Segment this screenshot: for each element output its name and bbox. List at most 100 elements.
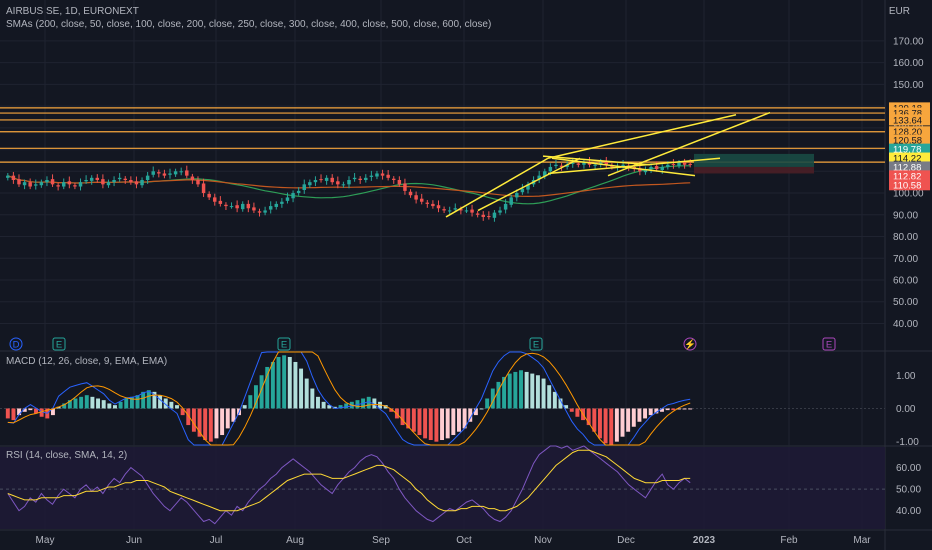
time-axis[interactable]: May Jun Jul Aug Sep Oct Nov Dec 2023 Feb Mar	[36, 535, 872, 546]
rsi-legend[interactable]: RSI (14, close, SMA, 14, 2)	[6, 450, 128, 461]
price-pane[interactable]: D E E E ⚡ E	[0, 107, 885, 351]
macd-histogram-bar	[163, 398, 168, 409]
price-tag	[889, 170, 930, 182]
candle-body	[224, 204, 228, 207]
candle-body	[470, 209, 474, 213]
macd-histogram-bar	[676, 408, 681, 410]
time-tick-label: Mar	[853, 535, 871, 546]
candle-body	[666, 164, 670, 167]
candle-body	[498, 210, 502, 213]
candle-body	[324, 177, 329, 181]
candle-body	[308, 182, 312, 186]
candle-body	[649, 166, 653, 170]
candle-body	[95, 177, 100, 180]
event-marker-label: ⚡	[684, 339, 696, 351]
price-axis[interactable]: 170.00160.00150.00140.00130.00120.00110.…	[889, 36, 930, 517]
macd-histogram-bar	[344, 403, 349, 409]
macd-histogram-bar	[530, 373, 535, 409]
macd-histogram-bar	[671, 408, 676, 411]
rsi-line	[7, 445, 691, 525]
macd-histogram-bar	[462, 408, 467, 429]
candle-body	[565, 164, 569, 167]
candle-body	[554, 164, 558, 167]
macd-histogram-bar	[225, 408, 230, 429]
candle-body	[392, 178, 396, 180]
channel-drawing-line	[551, 157, 696, 177]
candle-body	[162, 173, 167, 176]
candle-body	[654, 166, 659, 170]
event-marker-label: E	[533, 340, 539, 351]
macd-histogram-bar	[564, 405, 569, 409]
candle-body	[185, 170, 189, 176]
macd-legend[interactable]: MACD (12, 26, close, 9, EMA, EMA)	[6, 356, 168, 367]
macd-tick-label: 1.00	[896, 371, 916, 382]
macd-histogram-bar	[304, 378, 309, 409]
macd-pane[interactable]	[0, 351, 885, 446]
price-tick-label: 60.00	[893, 276, 918, 287]
price-tag-label: 119.78	[893, 145, 921, 156]
candle-body	[610, 165, 614, 167]
macd-histogram-bar	[400, 408, 405, 426]
candle-body	[509, 197, 513, 205]
price-tag-label: 112.88	[893, 162, 921, 173]
macd-histogram-bar	[575, 408, 580, 417]
macd-histogram-bar	[665, 408, 670, 411]
position-stop-box	[694, 166, 814, 174]
macd-histogram-bar	[479, 408, 484, 410]
price-tick-label: 70.00	[893, 254, 918, 265]
symbol-legend[interactable]: AIRBUS SE, 1D, EURONEXT	[6, 6, 139, 17]
macd-histogram-bar	[56, 406, 61, 409]
price-tag-label: 120.58	[893, 136, 922, 147]
candle-body	[145, 175, 150, 180]
macd-histogram-bar	[682, 408, 687, 410]
sma-legend[interactable]: SMAs (200, close, 50, close, 100, close,…	[6, 19, 492, 30]
macd-histogram-bar	[169, 401, 174, 409]
candle-body	[280, 201, 284, 204]
candle-body	[140, 180, 144, 186]
candle-body	[106, 182, 111, 186]
macd-histogram-bar	[428, 408, 433, 441]
macd-histogram-bar	[434, 408, 439, 442]
candle-body	[688, 163, 692, 165]
candle-body	[364, 177, 368, 180]
macd-histogram-bar	[248, 395, 253, 409]
candle-body	[168, 173, 172, 175]
time-tick-label: Sep	[372, 535, 390, 546]
macd-histogram-bar	[541, 378, 546, 409]
candle-body	[61, 182, 66, 187]
macd-histogram-bar	[513, 371, 518, 409]
price-tick-label: 170.00	[893, 36, 924, 47]
price-tick-label: 50.00	[893, 297, 918, 308]
candle-body	[419, 198, 424, 202]
channel-drawing-line	[607, 111, 771, 177]
macd-histogram-bar	[524, 371, 529, 409]
macd-histogram-bar	[648, 408, 653, 416]
macd-histogram-bar	[287, 356, 292, 409]
macd-histogram-bar	[180, 408, 185, 416]
candle-body	[157, 172, 161, 174]
macd-histogram-bar	[186, 408, 191, 426]
price-tick-label: 90.00	[893, 210, 918, 221]
candle-body	[39, 182, 44, 186]
macd-histogram-bar	[451, 408, 456, 436]
candle-body	[604, 161, 609, 165]
rsi-pane[interactable]	[0, 445, 885, 529]
macd-histogram-bar	[372, 398, 377, 409]
macd-histogram-bar	[253, 385, 258, 409]
candle-body	[73, 185, 77, 187]
candle-body	[28, 182, 32, 187]
macd-histogram-bar	[547, 385, 552, 409]
macd-histogram-bar	[620, 408, 625, 437]
macd-tick-label: -1.00	[896, 437, 919, 448]
dividend-marker	[9, 337, 23, 351]
macd-histogram-bar	[208, 408, 213, 442]
candle-body	[464, 210, 469, 212]
candle-body	[274, 203, 279, 207]
macd-histogram-bar	[22, 408, 27, 412]
macd-histogram-bar	[631, 408, 636, 427]
macd-histogram-bar	[50, 408, 55, 416]
time-tick-label: May	[36, 535, 55, 546]
candle-body	[17, 179, 21, 185]
candle-body	[487, 216, 491, 218]
